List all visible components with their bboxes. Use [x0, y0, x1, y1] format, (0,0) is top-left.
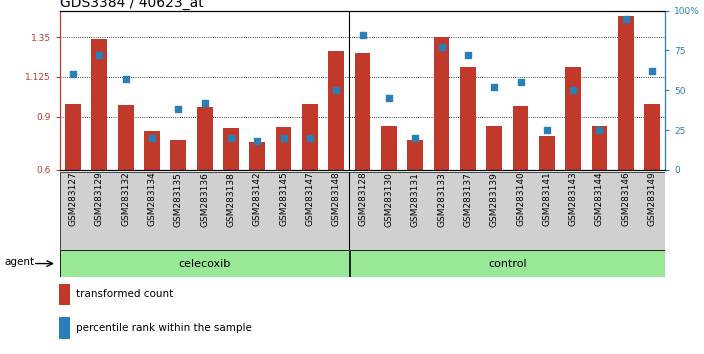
Bar: [170, 140, 186, 170]
Text: GSM283145: GSM283145: [279, 172, 288, 227]
Point: [620, 16, 631, 21]
Text: GSM283129: GSM283129: [95, 172, 103, 227]
Text: GSM283131: GSM283131: [410, 172, 420, 227]
Text: percentile rank within the sample: percentile rank within the sample: [76, 323, 252, 333]
Bar: [59, 317, 70, 339]
Text: GSM283137: GSM283137: [463, 172, 472, 227]
Point: [225, 135, 237, 141]
Point: [251, 138, 263, 144]
Text: celecoxib: celecoxib: [179, 258, 231, 269]
Bar: [355, 53, 370, 170]
Text: GSM283148: GSM283148: [332, 172, 341, 227]
Text: GSM283132: GSM283132: [121, 172, 130, 227]
Text: GSM283147: GSM283147: [306, 172, 315, 227]
Bar: [302, 104, 318, 170]
Text: GSM283135: GSM283135: [174, 172, 183, 227]
Bar: [618, 16, 634, 170]
Point: [489, 84, 500, 90]
Bar: [565, 67, 581, 170]
Text: GSM283127: GSM283127: [68, 172, 77, 227]
Text: GSM283143: GSM283143: [569, 172, 578, 227]
Text: GSM283142: GSM283142: [253, 172, 262, 226]
Bar: [118, 105, 134, 170]
Point: [541, 127, 553, 133]
Bar: [92, 39, 107, 170]
Bar: [460, 67, 476, 170]
Text: GSM283133: GSM283133: [437, 172, 446, 227]
Bar: [644, 104, 660, 170]
Bar: [59, 284, 70, 305]
Point: [304, 135, 315, 141]
Bar: [223, 128, 239, 170]
Text: GSM283128: GSM283128: [358, 172, 367, 227]
Text: GSM283138: GSM283138: [227, 172, 235, 227]
Text: GSM283146: GSM283146: [622, 172, 630, 227]
Point: [146, 135, 158, 141]
Text: GDS3384 / 40623_at: GDS3384 / 40623_at: [60, 0, 203, 10]
Text: GSM283134: GSM283134: [147, 172, 156, 227]
Bar: [513, 106, 529, 170]
Point: [68, 72, 79, 77]
Bar: [350, 250, 665, 277]
Text: GSM283140: GSM283140: [516, 172, 525, 227]
Point: [567, 87, 579, 93]
Point: [594, 127, 605, 133]
Bar: [328, 51, 344, 170]
Bar: [65, 103, 81, 170]
Text: control: control: [488, 258, 527, 269]
Text: GSM283149: GSM283149: [648, 172, 657, 227]
Point: [94, 52, 105, 58]
Bar: [144, 131, 160, 170]
Text: GSM283141: GSM283141: [542, 172, 551, 227]
Point: [463, 52, 474, 58]
Bar: [434, 37, 449, 170]
Bar: [539, 136, 555, 170]
Text: transformed count: transformed count: [76, 289, 173, 299]
Text: GSM283136: GSM283136: [200, 172, 209, 227]
Point: [278, 135, 289, 141]
Point: [410, 135, 421, 141]
Point: [199, 100, 210, 106]
Bar: [381, 126, 397, 170]
Bar: [591, 126, 608, 170]
Text: GSM283139: GSM283139: [490, 172, 498, 227]
Text: GSM283130: GSM283130: [384, 172, 394, 227]
Bar: [408, 140, 423, 170]
Point: [383, 95, 394, 101]
Bar: [249, 142, 265, 170]
Bar: [60, 250, 349, 277]
Point: [357, 32, 368, 37]
Point: [331, 87, 342, 93]
Bar: [486, 126, 502, 170]
Point: [172, 107, 184, 112]
Text: GSM283144: GSM283144: [595, 172, 604, 226]
Text: agent: agent: [5, 257, 35, 267]
Point: [120, 76, 131, 82]
Bar: [276, 127, 291, 170]
Point: [436, 44, 447, 50]
Point: [515, 79, 526, 85]
Point: [646, 68, 658, 74]
Bar: [196, 107, 213, 170]
